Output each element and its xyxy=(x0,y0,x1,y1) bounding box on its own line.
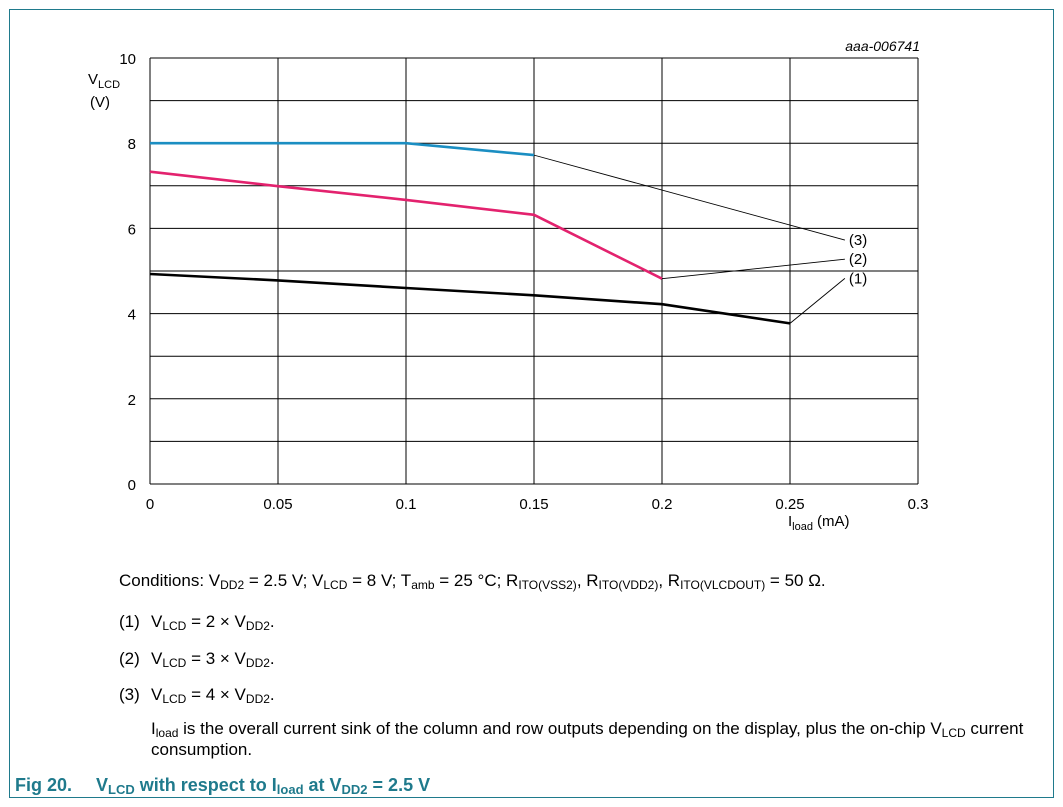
axis-ticks: 0 0.05 0.1 0.15 0.2 0.25 0.3 0 2 4 6 8 10 xyxy=(119,51,928,513)
conditions-line: Conditions: VDD2 = 2.5 V; VLCD = 8 V; Ta… xyxy=(119,571,826,592)
y-axis-label-unit: (V) xyxy=(90,94,110,111)
note-number: (3) xyxy=(119,685,140,704)
x-tick-label: 0.3 xyxy=(908,496,929,513)
figure-caption: Fig 20. VLCD with respect to Iload at VDD… xyxy=(15,775,431,797)
note-number: (1) xyxy=(119,612,140,631)
chart: aaa-006741 VLCD (V) Iload (mA) 0 0.05 0.1 0.… xyxy=(88,38,928,533)
x-tick-label: 0.15 xyxy=(519,496,548,513)
figure-code: aaa-006741 xyxy=(845,38,920,54)
series-label-leader xyxy=(789,278,846,324)
note-text: VLCD = 4 × VDD2. xyxy=(151,685,275,706)
series-label: (2) xyxy=(849,251,867,268)
series-label-leader xyxy=(661,258,845,280)
series-lines xyxy=(149,141,791,325)
series-label-leader xyxy=(533,154,845,241)
x-tick-label: 0.2 xyxy=(652,496,673,513)
y-tick-label: 0 xyxy=(128,477,136,494)
note-text: VLCD = 2 × VDD2. xyxy=(151,612,275,633)
y-tick-label: 6 xyxy=(128,221,136,238)
axis-labels: aaa-006741 VLCD (V) Iload (mA) xyxy=(88,38,920,533)
chart-grid xyxy=(149,57,919,485)
x-tick-label: 0.05 xyxy=(263,496,292,513)
series-labels: (3) (2) (1) xyxy=(533,154,867,324)
y-tick-label: 2 xyxy=(128,392,136,409)
note-number: (2) xyxy=(119,649,140,668)
figure-frame xyxy=(9,9,1054,798)
series-1-line xyxy=(149,272,791,325)
x-axis-label: Iload (mA) xyxy=(788,513,849,533)
x-tick-label: 0.25 xyxy=(775,496,804,513)
y-axis-label-main: VLCD xyxy=(88,71,120,91)
x-tick-label: 0.1 xyxy=(396,496,417,513)
note-text: VLCD = 3 × VDD2. xyxy=(151,649,275,670)
y-tick-label: 4 xyxy=(128,307,136,324)
series-label: (3) xyxy=(849,232,867,249)
series-3-line xyxy=(150,141,535,157)
x-tick-label: 0 xyxy=(146,496,154,513)
y-tick-label: 8 xyxy=(128,136,136,153)
series-label: (1) xyxy=(849,270,867,287)
explanation-text: Iload is the overall current sink of the… xyxy=(151,719,1024,759)
y-tick-label: 10 xyxy=(119,51,136,68)
